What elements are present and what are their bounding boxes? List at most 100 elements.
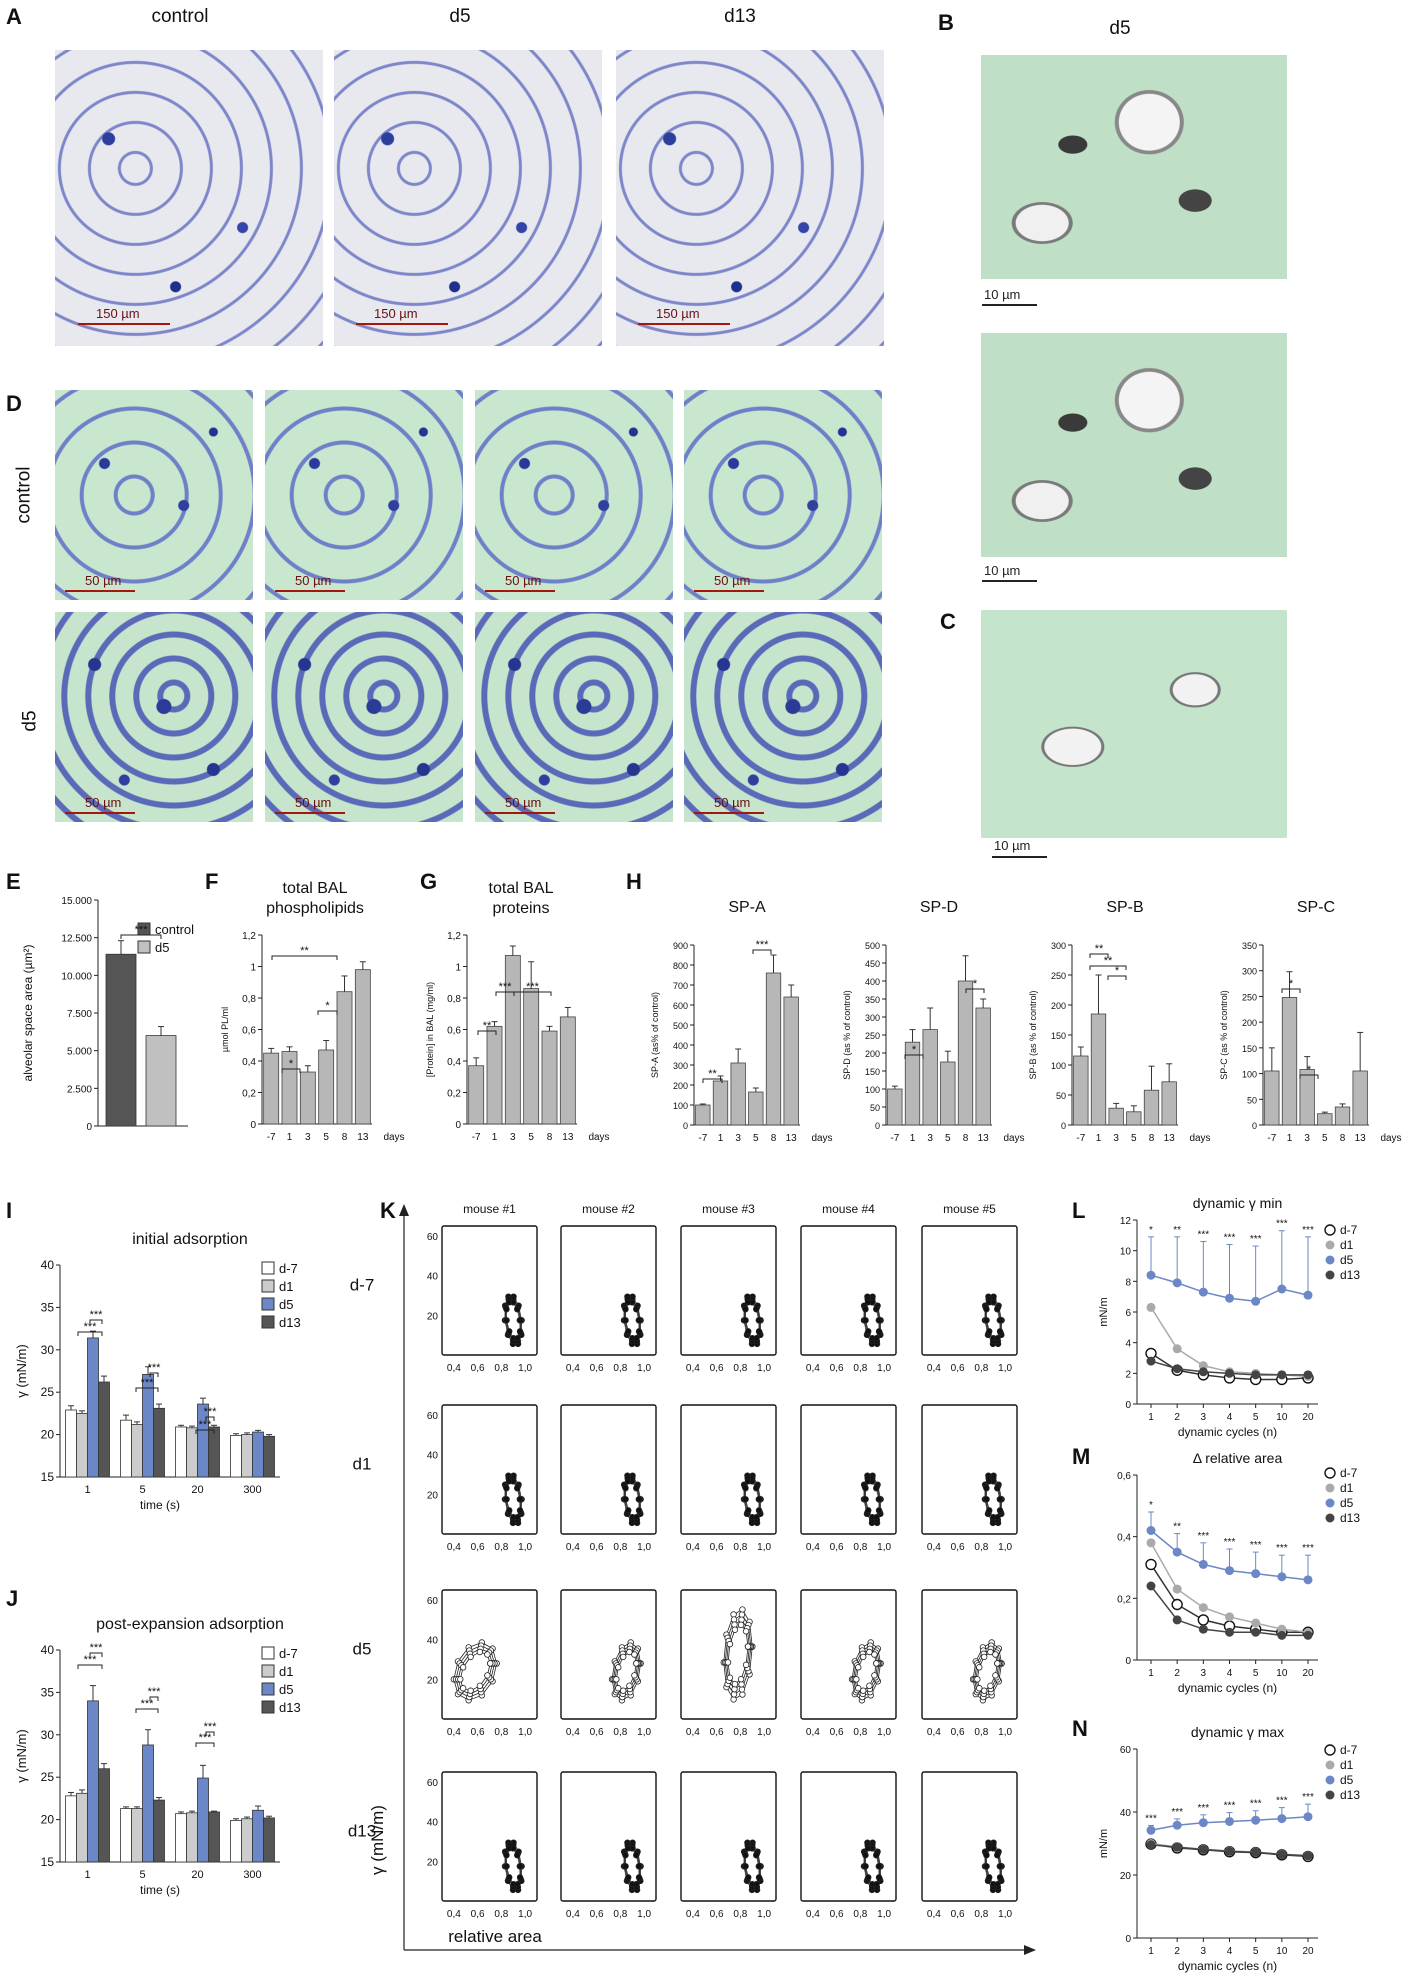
k-loop-point <box>866 1648 873 1656</box>
point-M-d5 <box>1251 1569 1261 1579</box>
k-loop-point <box>755 1874 763 1881</box>
point-M-d1 <box>1251 1618 1261 1628</box>
panel-letter-f: F <box>205 869 219 894</box>
point-M-d13 <box>1172 1615 1182 1625</box>
k-y-tick-label: 60 <box>427 1232 439 1243</box>
panel-letter-m: M <box>1072 1444 1091 1469</box>
sig-label-G-2: *** <box>499 981 513 993</box>
k-x-tick-label: 0,4 <box>927 1363 941 1374</box>
point-M-d13 <box>1198 1624 1208 1634</box>
bar-J-d-7 <box>65 1795 77 1863</box>
point-N-d13 <box>1198 1844 1208 1854</box>
k-x-tick-label: 0,4 <box>686 1542 700 1553</box>
k-x-tick-label: 0,6 <box>590 1909 604 1920</box>
k-loop-point <box>983 1484 990 1492</box>
k-loop-point <box>503 1851 510 1859</box>
k-loop-point <box>855 1685 862 1692</box>
y-tick-label-G: 0,8 <box>447 994 461 1005</box>
k-x-tick-label: 1,0 <box>877 1363 891 1374</box>
k-loop-point <box>467 1653 474 1661</box>
sig-label-G-1: ** <box>483 1020 492 1032</box>
point-M-d5 <box>1225 1566 1234 1576</box>
y-tick-label-J: 15 <box>41 1855 55 1869</box>
k-loop-point <box>635 1863 643 1870</box>
k-loop-point <box>994 1881 1001 1888</box>
k-loop-point <box>620 1687 627 1694</box>
y-tick-label-H2: 250 <box>865 1031 880 1041</box>
bar-H4 <box>1334 1106 1351 1126</box>
k-x-tick-label: 1,0 <box>518 1727 532 1738</box>
point-L-d13 <box>1225 1368 1234 1378</box>
k-subplot-frame <box>680 1225 777 1356</box>
x-unit-H1: days <box>811 1133 832 1144</box>
y-tick-label-E: 7.500 <box>67 1009 92 1020</box>
micrograph-d-control-3 <box>475 390 673 600</box>
point-M-d13 <box>1303 1630 1313 1640</box>
x-tick-label-G: 5 <box>528 1132 534 1143</box>
k-loop-point <box>633 1514 640 1521</box>
x-tick-label-M: 5 <box>1253 1668 1259 1679</box>
k-loop-point <box>976 1664 983 1671</box>
sig-bracket-J-4 <box>195 1742 215 1747</box>
x-tick-label-H2: 5 <box>945 1133 951 1144</box>
x-axis-label-L: dynamic cycles (n) <box>1178 1425 1277 1439</box>
sig-bracket-H1-0 <box>702 1078 723 1083</box>
point-M-d13 <box>1225 1627 1234 1637</box>
k-y-tick-label: 40 <box>427 1818 439 1829</box>
y-tick-label-H4: 0 <box>1252 1121 1257 1131</box>
point-N-d5 <box>1146 1825 1156 1835</box>
scalebar-label-d: 50 µm <box>85 573 122 588</box>
x-tick-label-N: 4 <box>1227 1946 1233 1957</box>
k-loop-point <box>862 1851 869 1859</box>
k-loop-point <box>516 1317 524 1324</box>
y-tick-label-N: 40 <box>1120 1808 1132 1819</box>
k-loop-point <box>626 1682 633 1690</box>
k-loop-point <box>875 1874 883 1881</box>
legend-swatch-J <box>261 1646 275 1660</box>
k-loop-point <box>484 1651 491 1658</box>
k-x-tick-label: 0,8 <box>974 1363 988 1374</box>
scalebar-a-d5 <box>356 323 448 325</box>
x-tick-label-L: 10 <box>1276 1412 1288 1423</box>
bar-I-d5 <box>252 1431 264 1478</box>
y-axis-label-G: [Protein] in BAL (mg/ml) <box>425 982 435 1077</box>
point-M-d5 <box>1146 1526 1156 1535</box>
k-loop-point <box>620 1653 627 1661</box>
y-tick-label-G: 0,6 <box>447 1026 461 1037</box>
y-tick-label-H3: 250 <box>1051 971 1066 981</box>
k-y-tick-label: 60 <box>427 1778 439 1789</box>
scalebar-label-d: 50 µm <box>85 795 122 810</box>
k-loop-point <box>985 1299 993 1306</box>
k-loop-point <box>635 1317 643 1324</box>
x-tick-label-I: 300 <box>243 1484 261 1496</box>
bar-G <box>486 1025 503 1125</box>
bar-I-d-7 <box>120 1419 132 1478</box>
y-axis-label-L: mN/m <box>1098 1297 1110 1326</box>
k-x-tick-label: 0,8 <box>853 1363 867 1374</box>
point-L-d5 <box>1146 1270 1156 1280</box>
sig-label-J-3: *** <box>148 1686 162 1698</box>
k-loop-point <box>516 1863 524 1870</box>
k-subplot-frame <box>560 1589 657 1720</box>
bar-H1 <box>783 996 799 1126</box>
scalebar-label-a-control: 150 µm <box>96 306 140 321</box>
x-tick-label-H4: 1 <box>1287 1133 1293 1144</box>
k-loop-point <box>635 1328 643 1335</box>
k-x-tick-label: 0,8 <box>733 1909 747 1920</box>
sig-bracket-F-2 <box>317 1010 338 1015</box>
y-axis-label-I: γ (mN/m) <box>14 1344 29 1397</box>
k-loop-point <box>986 1507 993 1514</box>
k-loop-point <box>503 1317 510 1324</box>
scalebar-label-d: 50 µm <box>714 795 751 810</box>
sig-bracket-I-1 <box>89 1319 103 1324</box>
electron-micrograph-b-1 <box>981 55 1287 279</box>
legend-label-I: d5 <box>279 1297 293 1312</box>
k-loop-point <box>753 1484 760 1492</box>
y-axis-label-N: mN/m <box>1098 1829 1110 1858</box>
bar-I-d-7 <box>175 1426 187 1478</box>
y-tick-label-L: 2 <box>1125 1369 1131 1380</box>
sig-bracket-H3-0 <box>1089 953 1109 958</box>
micrograph-d-d5-3 <box>475 612 673 822</box>
x-tick-label-L: 5 <box>1253 1412 1259 1423</box>
y-tick-label-H1: 300 <box>673 1061 688 1071</box>
